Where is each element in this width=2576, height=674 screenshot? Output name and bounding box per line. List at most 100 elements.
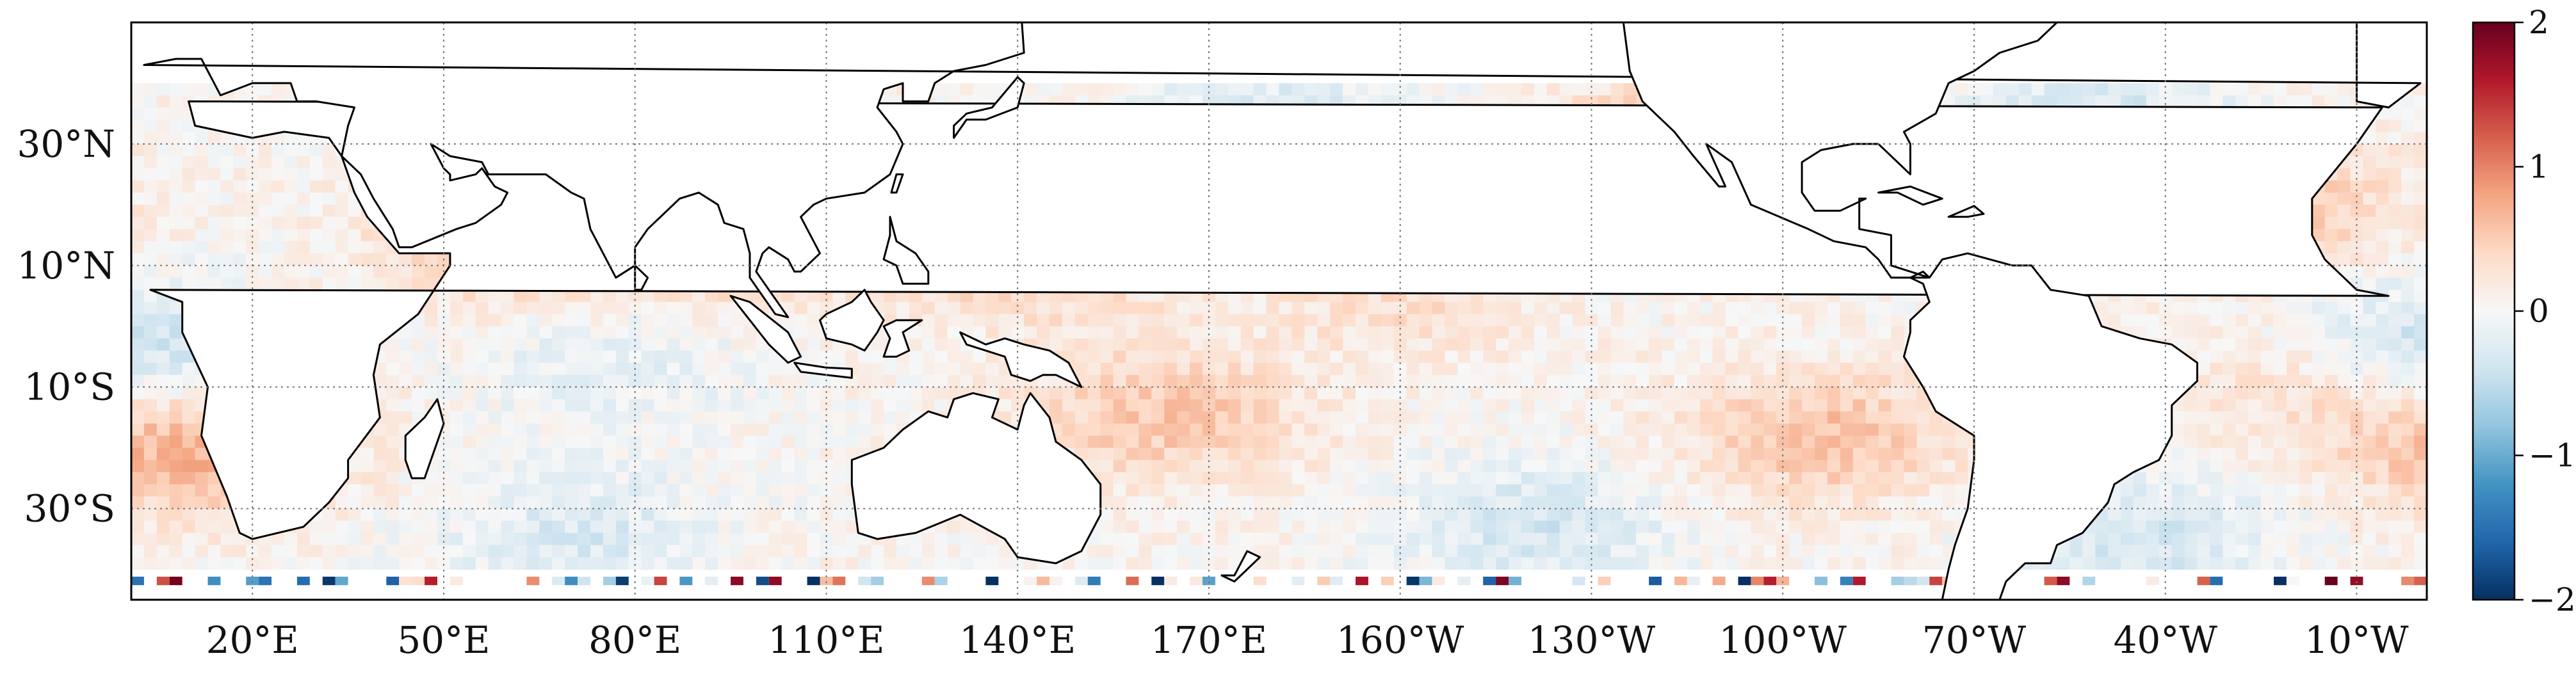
anomaly-cell xyxy=(1546,362,1560,376)
anomaly-cell xyxy=(488,411,502,424)
anomaly-cell xyxy=(169,399,183,412)
anomaly-cell xyxy=(1266,399,1280,412)
anomaly-cell xyxy=(2274,326,2287,339)
anomaly-cell xyxy=(1789,387,1802,400)
anomaly-cell xyxy=(2248,338,2262,351)
anomaly-cell xyxy=(2376,168,2389,181)
anomaly-cell xyxy=(169,338,183,351)
anomaly-cell xyxy=(934,399,948,412)
anomaly-cell xyxy=(309,168,323,181)
anomaly-cell xyxy=(1815,362,1828,376)
anomaly-cell xyxy=(2376,387,2389,400)
anomaly-cell xyxy=(386,277,400,291)
anomaly-cell xyxy=(832,399,846,412)
anomaly-cell xyxy=(2414,241,2427,254)
anomaly-cell xyxy=(1968,95,1981,108)
anomaly-cell xyxy=(590,314,604,327)
anomaly-cell xyxy=(654,399,668,412)
anomaly-cell xyxy=(1062,399,1076,412)
anomaly-cell xyxy=(1062,387,1076,400)
anomaly-cell xyxy=(1878,362,1892,376)
anomaly-cell xyxy=(1381,362,1395,376)
anomaly-cell xyxy=(1649,362,1662,376)
anomaly-cell xyxy=(1598,83,1611,96)
anomaly-cell xyxy=(2337,204,2351,218)
anomaly-cell xyxy=(1406,338,1420,351)
anomaly-cell xyxy=(1279,350,1293,364)
anomaly-cell xyxy=(1343,387,1356,400)
anomaly-cell xyxy=(1815,314,1828,327)
anomaly-cell xyxy=(1227,362,1242,376)
anomaly-cell xyxy=(2376,241,2389,254)
anomaly-cell xyxy=(2337,229,2351,242)
anomaly-cell xyxy=(552,411,565,424)
anomaly-cell xyxy=(1432,362,1446,376)
anomaly-cell xyxy=(896,301,910,315)
anomaly-cell xyxy=(1266,83,1280,96)
anomaly-cell xyxy=(2197,338,2211,351)
anomaly-cell xyxy=(1279,399,1293,412)
anomaly-cell xyxy=(2274,399,2287,412)
anomaly-cell xyxy=(2223,362,2236,376)
anomaly-cell xyxy=(156,143,170,157)
anomaly-cell xyxy=(156,326,170,339)
anomaly-cell xyxy=(143,83,158,96)
anomaly-cell xyxy=(539,411,553,424)
anomaly-cell xyxy=(1674,314,1688,327)
anomaly-cell xyxy=(2018,95,2032,108)
anomaly-cell xyxy=(182,229,196,242)
anomaly-cell xyxy=(1164,301,1178,315)
anomaly-cell xyxy=(2324,338,2338,351)
anomaly-cell xyxy=(1164,399,1178,412)
anomaly-cell xyxy=(667,399,681,412)
anomaly-cell xyxy=(1151,83,1165,96)
anomaly-cell xyxy=(2401,192,2415,205)
anomaly-cell xyxy=(2401,204,2415,218)
anomaly-cell xyxy=(195,180,209,193)
anomaly-cell xyxy=(182,277,196,291)
anomaly-cell xyxy=(195,241,209,254)
anomaly-cell xyxy=(2401,156,2415,169)
anomaly-cell xyxy=(2337,387,2351,400)
anomaly-cell xyxy=(1712,374,1726,388)
anomaly-cell xyxy=(947,362,961,376)
anomaly-cell xyxy=(692,326,706,339)
anomaly-cell xyxy=(858,362,871,376)
anomaly-cell xyxy=(1024,301,1037,315)
anomaly-cell xyxy=(921,399,936,412)
anomaly-cell xyxy=(1738,411,1752,424)
anomaly-cell xyxy=(2133,83,2147,96)
anomaly-cell xyxy=(909,362,923,376)
anomaly-cell xyxy=(2210,350,2223,364)
anomaly-cell xyxy=(871,289,884,303)
anomaly-cell xyxy=(1789,362,1802,376)
anomaly-cell xyxy=(743,326,757,339)
anomaly-cell xyxy=(1572,314,1586,327)
anomaly-cell xyxy=(1151,338,1165,351)
anomaly-cell xyxy=(794,338,808,351)
anomaly-cell xyxy=(731,387,744,400)
anomaly-cell xyxy=(603,374,617,388)
anomaly-cell xyxy=(2363,216,2376,230)
anomaly-cell xyxy=(1419,314,1433,327)
anomaly-cell xyxy=(2324,399,2338,412)
anomaly-cell xyxy=(2299,350,2313,364)
anomaly-cell xyxy=(603,411,617,424)
anomaly-cell xyxy=(985,314,999,327)
anomaly-cell xyxy=(1292,350,1305,364)
anomaly-cell xyxy=(2401,143,2415,157)
anomaly-cell xyxy=(1126,362,1140,376)
anomaly-cell xyxy=(1687,326,1701,339)
anomaly-cell xyxy=(756,350,770,364)
anomaly-cell xyxy=(1279,374,1293,388)
anomaly-cell xyxy=(603,338,617,351)
anomaly-cell xyxy=(1534,362,1548,376)
anomaly-cell xyxy=(578,374,591,388)
anomaly-cell xyxy=(182,168,196,181)
anomaly-cell xyxy=(2414,253,2427,266)
anomaly-cell xyxy=(1585,399,1599,412)
anomaly-cell xyxy=(1598,301,1611,315)
anomaly-cell xyxy=(1674,350,1688,364)
anomaly-cell xyxy=(1687,350,1701,364)
anomaly-cell xyxy=(781,289,795,303)
